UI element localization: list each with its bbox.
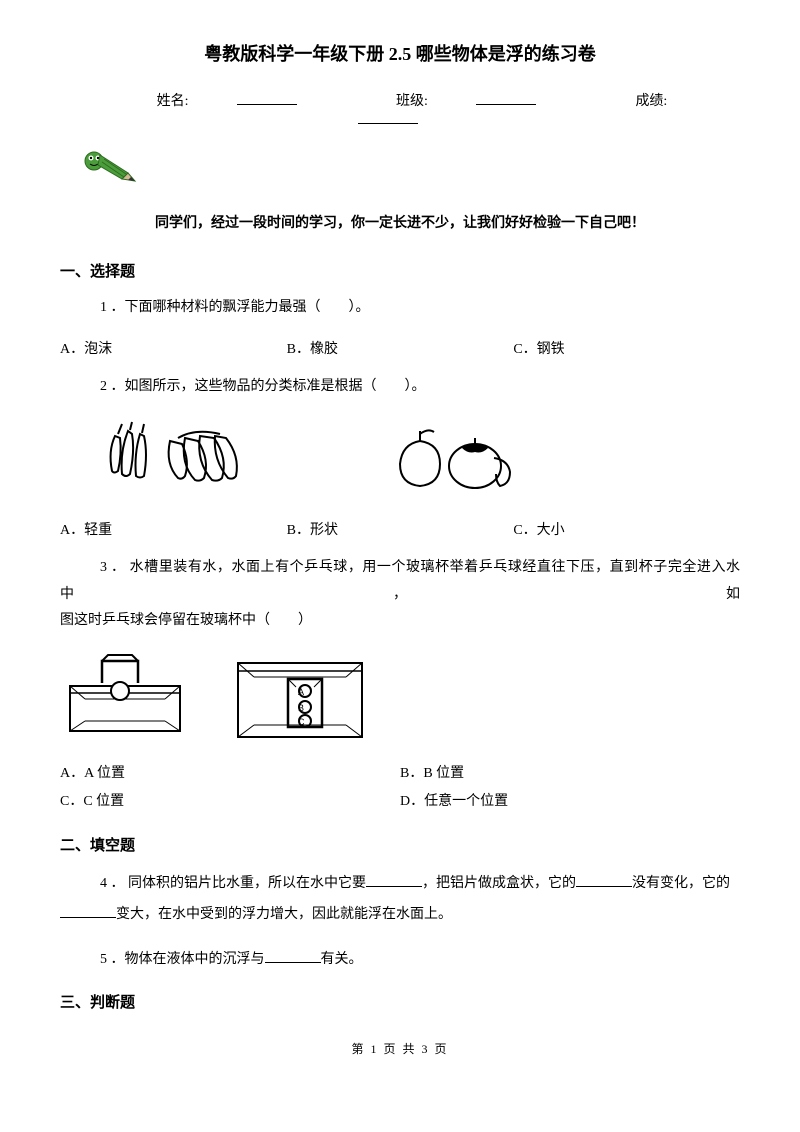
intro-text: 同学们，经过一段时间的学习，你一定长进不少，让我们好好检验一下自己吧！ <box>60 212 740 232</box>
q1-options: A．泡沫 B．橡胶 C．钢铁 <box>60 338 740 358</box>
class-label: 班级: <box>372 94 560 109</box>
q2-figure <box>100 416 740 501</box>
q1-opt-a: A．泡沫 <box>60 338 287 358</box>
q3-opt-d: D．任意一个位置 <box>400 788 740 816</box>
tank-b-icon: A B C <box>230 651 370 746</box>
q2-opt-b: B．形状 <box>287 519 514 539</box>
q3-options: A．A 位置 B．B 位置 C．C 位置 D．任意一个位置 <box>60 760 740 816</box>
q2-text: 2 ．如图所示，这些物品的分类标准是根据（ ）。 <box>100 374 740 401</box>
page-title: 粤教版科学一年级下册 2.5 哪些物体是浮的练习卷 <box>60 40 740 66</box>
section-choice: 一、选择题 <box>60 260 740 281</box>
peppers-bananas-icon <box>100 416 250 501</box>
q3-text: 3 ． 水槽里装有水，水面上有个乒乓球，用一个玻璃杯举着乒乓球经直往下压，直到杯… <box>100 555 740 635</box>
page-footer: 第 1 页 共 3 页 <box>60 1040 740 1057</box>
q3-opt-c: C．C 位置 <box>60 788 400 816</box>
pencil-icon <box>80 141 740 196</box>
svg-text:C: C <box>298 717 305 727</box>
name-label: 姓名: <box>133 94 321 109</box>
svg-text:B: B <box>298 703 304 713</box>
q2-options: A．轻重 B．形状 C．大小 <box>60 519 740 539</box>
q3-figure: A B C <box>60 651 740 746</box>
q2-opt-c: C．大小 <box>513 519 740 539</box>
apple-persimmon-icon <box>390 416 520 501</box>
q4-text: 4 ． 同体积的铝片比水重，所以在水中它要，把铝片做成盒状，它的没有变化，它的 … <box>60 869 740 931</box>
q3-opt-b: B．B 位置 <box>400 760 740 788</box>
tank-a-icon <box>60 651 190 741</box>
q5-text: 5 ．物体在液体中的沉浮与有关。 <box>100 947 740 974</box>
q1-text: 1 ．下面哪种材料的飘浮能力最强（ ）。 <box>100 295 740 322</box>
header-fields: 姓名: 班级: 成绩: <box>60 90 740 129</box>
q1-opt-b: B．橡胶 <box>287 338 514 358</box>
svg-text:A: A <box>298 687 304 697</box>
q2-opt-a: A．轻重 <box>60 519 287 539</box>
section-fill: 二、填空题 <box>60 834 740 855</box>
q3-opt-a: A．A 位置 <box>60 760 400 788</box>
q1-opt-c: C．钢铁 <box>513 338 740 358</box>
section-judge: 三、判断题 <box>60 991 740 1012</box>
